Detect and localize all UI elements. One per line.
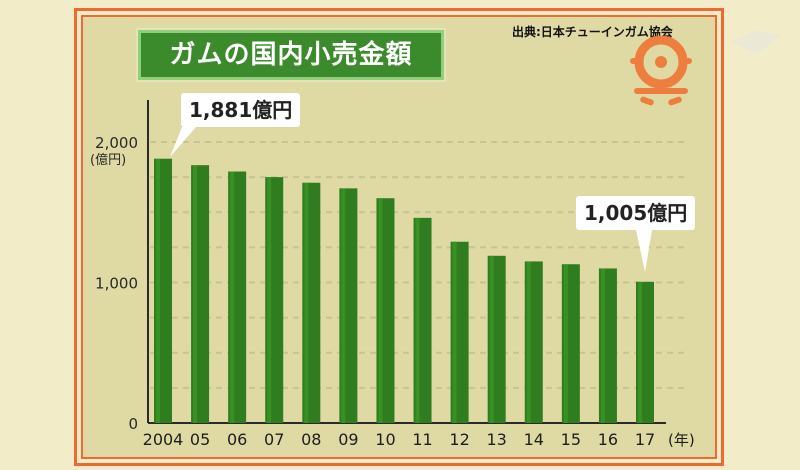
bar-highlight [341, 188, 346, 423]
callout-first-pointer [170, 127, 196, 157]
bar-highlight [193, 165, 198, 423]
x-tick-label: 07 [264, 430, 284, 449]
chart-title: ガムの国内小売金額 [169, 40, 413, 70]
broadcast-mark-icon [731, 30, 781, 54]
y-tick-label: 1,000 [95, 275, 138, 293]
callout-last-pointer [636, 230, 652, 272]
source-credit: 出典:日本チューインガム協会 [512, 25, 673, 39]
x-tick-label: 14 [524, 430, 544, 449]
bar-highlight [156, 158, 160, 424]
x-tick-label: 17 [635, 430, 655, 449]
channel-logo-icon [630, 35, 692, 106]
y-tick-label: 2,000 [95, 134, 138, 152]
bar-highlight [267, 177, 272, 423]
callout-first-value: 1,881億円 [181, 93, 301, 127]
x-tick-label: 11 [412, 430, 432, 449]
x-axis-unit-label: (年) [668, 431, 695, 449]
bar-highlight [378, 198, 383, 423]
bar-highlight [304, 182, 309, 423]
bar-highlight [526, 261, 531, 423]
callout-last-value: 1,005億円 [576, 196, 696, 230]
x-tick-label: 2004 [143, 430, 184, 449]
x-tick-label: 06 [227, 430, 247, 449]
y-tick-label: 0 [128, 415, 138, 433]
x-tick-label: 12 [449, 430, 469, 449]
title-box: ガムの国内小売金額 [138, 30, 444, 80]
bar-highlight [563, 264, 568, 423]
bar-highlight [452, 241, 457, 423]
bar-highlight [600, 268, 605, 423]
x-tick-label: 10 [375, 430, 395, 449]
y-axis-unit-label: (億円) [90, 152, 126, 168]
bar-highlight [415, 217, 420, 423]
x-tick-label: 15 [561, 430, 581, 449]
x-tick-label: 05 [190, 430, 210, 449]
x-tick-label: 13 [487, 430, 507, 449]
bar-highlight [489, 255, 494, 423]
bar-highlight [638, 281, 642, 423]
x-tick-label: 16 [598, 430, 618, 449]
x-tick-label: 09 [338, 430, 358, 449]
orange-border-outer [74, 8, 724, 466]
bar-highlight [230, 171, 235, 423]
x-tick-label: 08 [301, 430, 321, 449]
